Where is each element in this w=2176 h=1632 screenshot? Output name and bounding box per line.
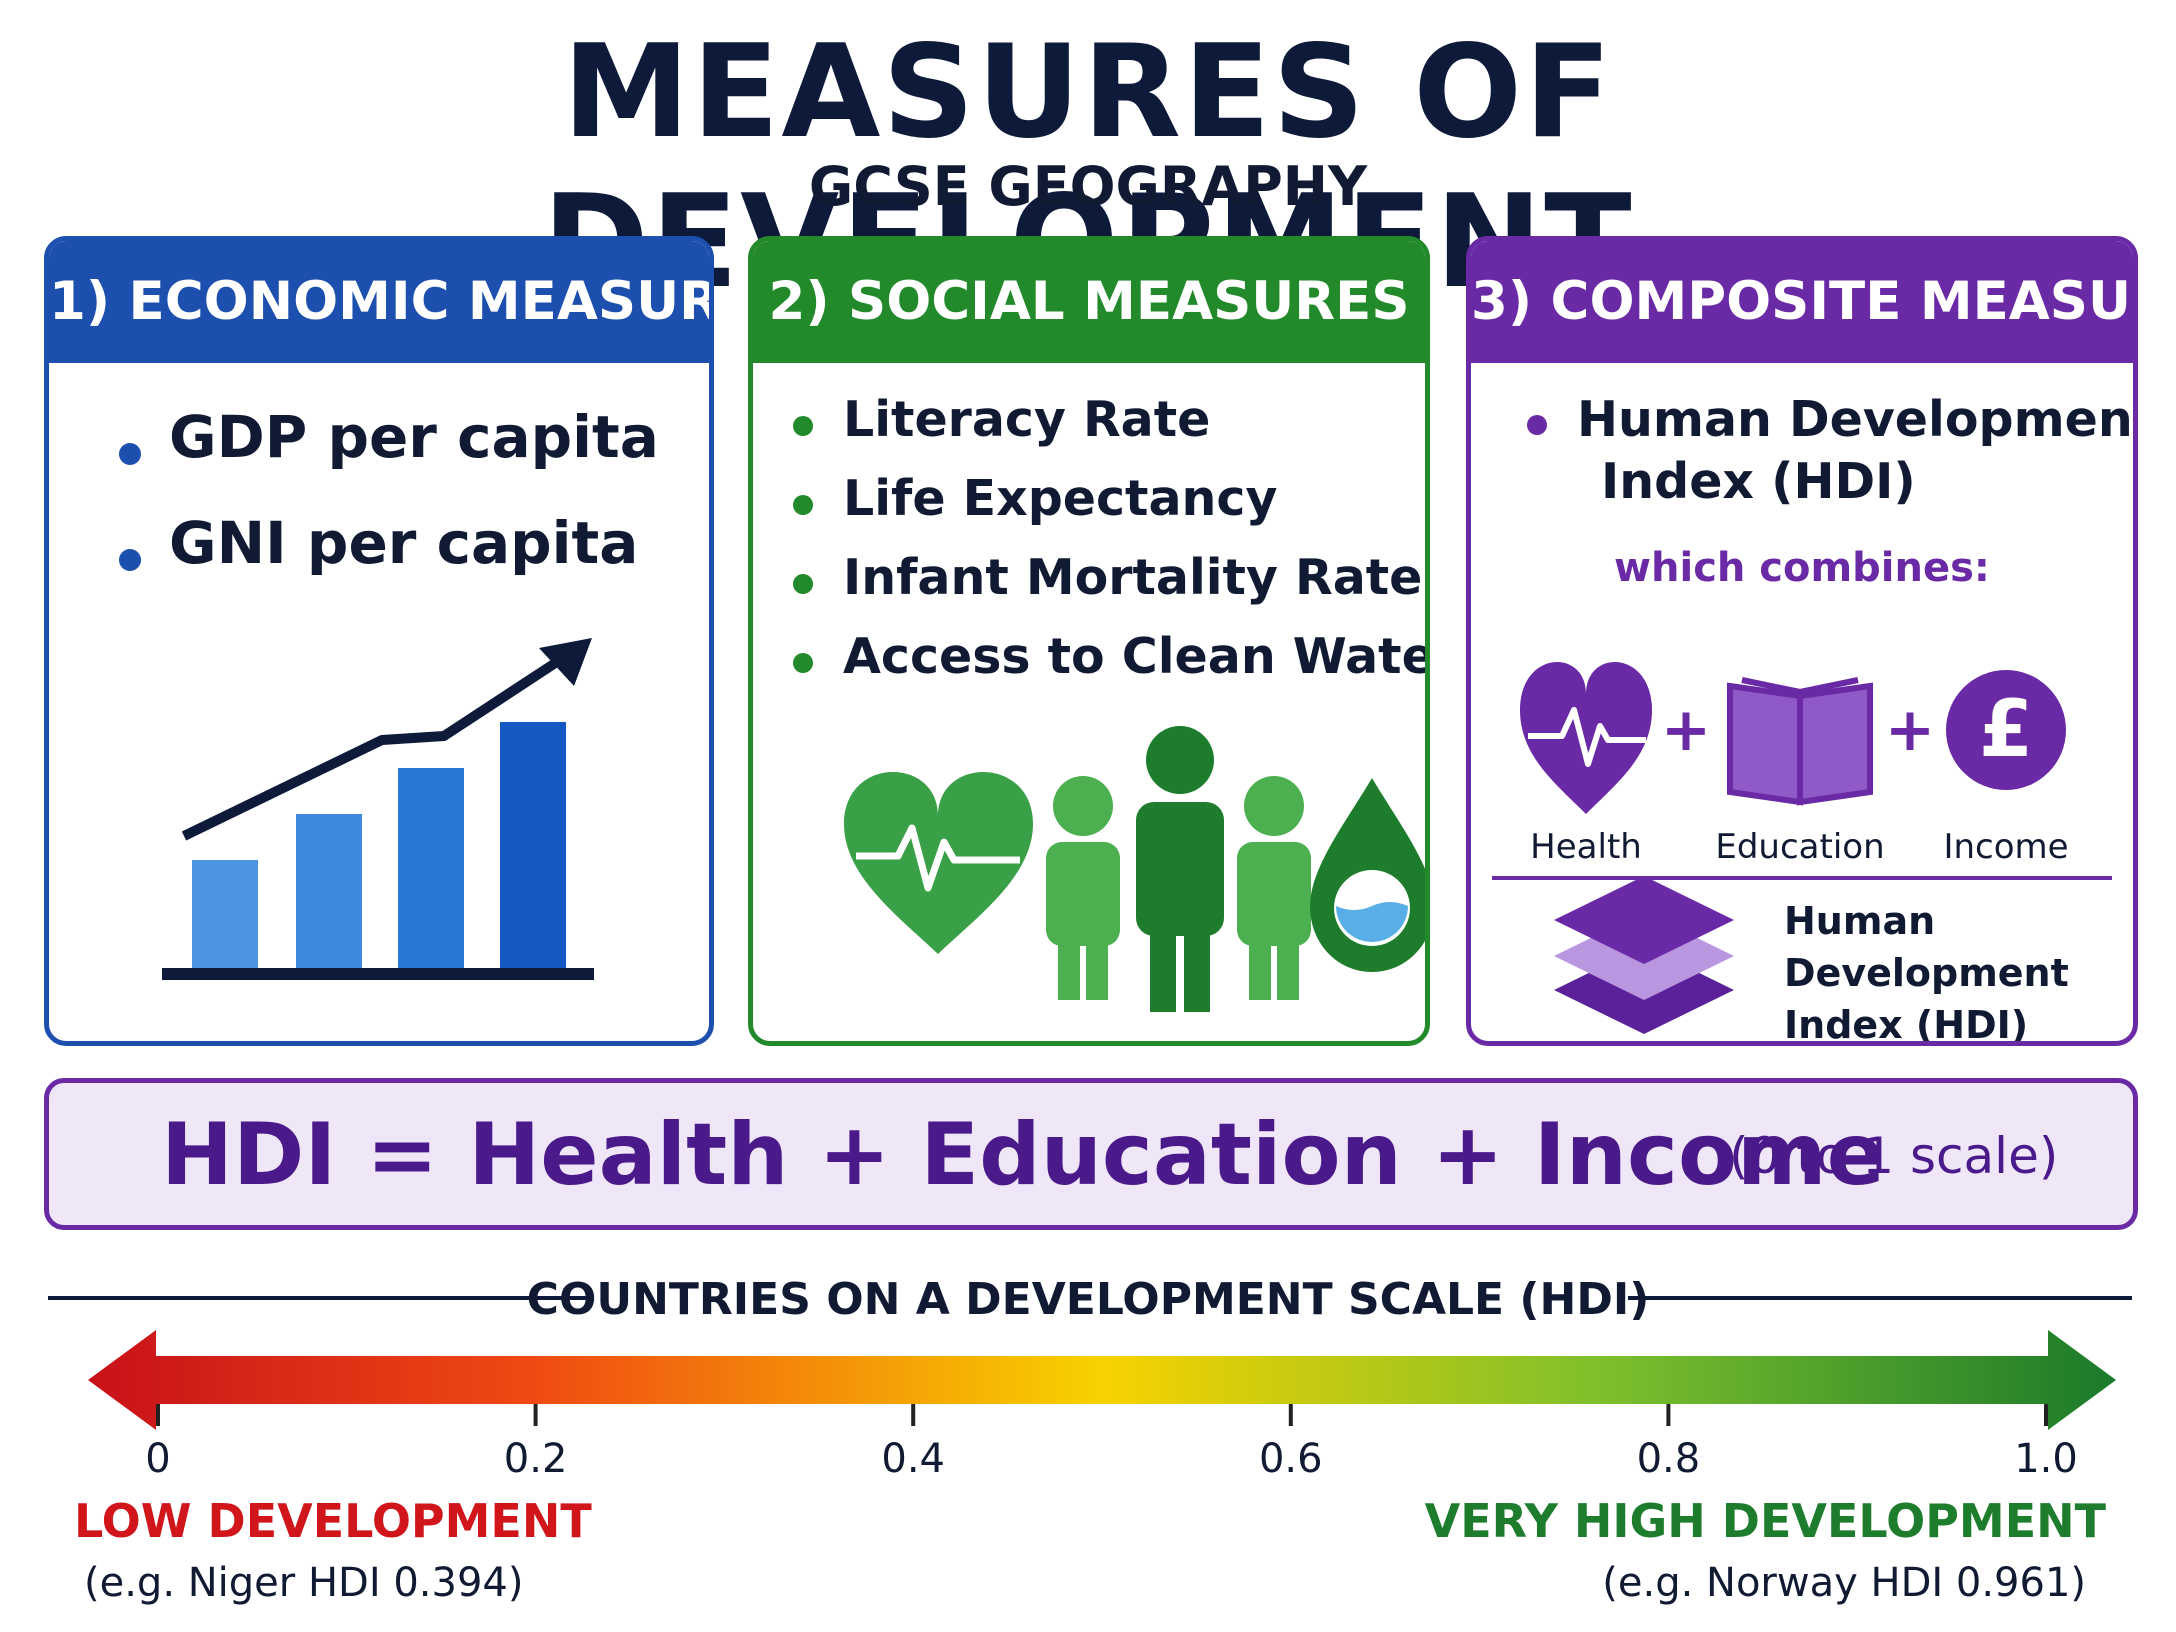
scale-heading-rule-left (48, 1296, 588, 1300)
stacked-layers-icon (1554, 876, 1734, 1034)
layers-label-line1: Human (1784, 899, 1935, 943)
scale-heading-rule-right (1628, 1296, 2132, 1300)
low-development-example: (e.g. Niger HDI 0.394) (84, 1560, 524, 1606)
book-education-icon (1727, 677, 1873, 806)
social-item-label: Life Expectancy (843, 470, 1278, 527)
very-high-development-label: VERY HIGH DEVELOPMENT (1424, 1494, 2106, 1548)
which-combines-label: which combines: (1614, 545, 1990, 591)
scale-tick-label: 0 (145, 1436, 171, 1482)
component-label-income: Income (1943, 827, 2068, 867)
economic-measures-panel: 1) ECONOMIC MEASURES GDP per capita GNI … (44, 236, 714, 1046)
social-measures-panel: 2) SOCIAL MEASURES Literacy Rate Life Ex… (748, 236, 1430, 1046)
social-item-label: Literacy Rate (843, 391, 1211, 448)
layers-label-line3: Index (HDI) (1784, 1003, 2028, 1046)
bullet-dot-icon (793, 653, 813, 673)
scale-tick-label: 0.8 (1636, 1436, 1701, 1482)
scale-tick-label: 1.0 (2014, 1436, 2078, 1482)
social-icons (844, 726, 1425, 1012)
heart-pulse-icon (844, 771, 1033, 954)
very-high-development-example: (e.g. Norway HDI 0.961) (1602, 1560, 2086, 1606)
scale-tick-label: 0.2 (503, 1436, 568, 1482)
composite-item-line1: Human Development (1577, 391, 2138, 448)
hdi-formula-text: HDI = Health + Education + Income (161, 1105, 1885, 1205)
component-label-education: Education (1715, 827, 1884, 867)
component-label-health: Health (1530, 827, 1642, 867)
economic-measures-heading: 1) ECONOMIC MEASURES (49, 241, 709, 363)
scale-tick-label: 0.4 (881, 1436, 945, 1482)
hdi-scale-note: (0 to 1 scale) (1729, 1127, 2059, 1185)
hdi-components: + + £ Health Education Income Human Deve… (1492, 661, 2112, 1046)
hdi-formula-banner: HDI = Health + Education + Income (0 to … (44, 1078, 2138, 1230)
social-item-label: Infant Mortality Rate (843, 549, 1423, 606)
bullet-dot-icon (793, 495, 813, 515)
composite-item-line2: Index (HDI) (1601, 453, 1916, 510)
bullet-dot-icon (119, 443, 141, 465)
composite-measures-heading: 3) COMPOSITE MEASURES (1471, 241, 2133, 363)
water-drop-icon (1310, 778, 1425, 972)
social-item-label: Access to Clean Water (843, 628, 1430, 685)
bullet-dot-icon (793, 574, 813, 594)
low-development-label: LOW DEVELOPMENT (74, 1494, 592, 1548)
bullet-dot-icon (1527, 415, 1547, 435)
economic-item-label: GNI per capita (169, 509, 639, 577)
composite-measures-panel: 3) COMPOSITE MEASURES Human Development … (1466, 236, 2138, 1046)
scale-tick-marks (156, 1404, 2048, 1426)
scale-tick-label: 0.6 (1258, 1436, 1323, 1482)
pound-symbol: £ (1979, 685, 2033, 775)
pound-coin-icon: £ (1946, 670, 2066, 790)
plus-sign: + (1661, 695, 1711, 765)
plus-sign: + (1885, 695, 1935, 765)
social-measures-heading: 2) SOCIAL MEASURES (753, 241, 1425, 363)
hdi-scale-arrow (88, 1330, 2116, 1430)
page-subtitle: GCSE GEOGRAPHY (808, 155, 1368, 218)
people-group-icon (1046, 726, 1311, 1012)
scale-heading: COUNTRIES ON A DEVELOPMENT SCALE (HDI) (526, 1274, 1650, 1325)
layers-label-line2: Development (1784, 951, 2069, 995)
heart-health-icon (1520, 661, 1652, 814)
rising-bar-chart-icon (162, 638, 594, 980)
bullet-dot-icon (793, 416, 813, 436)
bullet-dot-icon (119, 549, 141, 571)
economic-item-label: GDP per capita (169, 403, 659, 471)
